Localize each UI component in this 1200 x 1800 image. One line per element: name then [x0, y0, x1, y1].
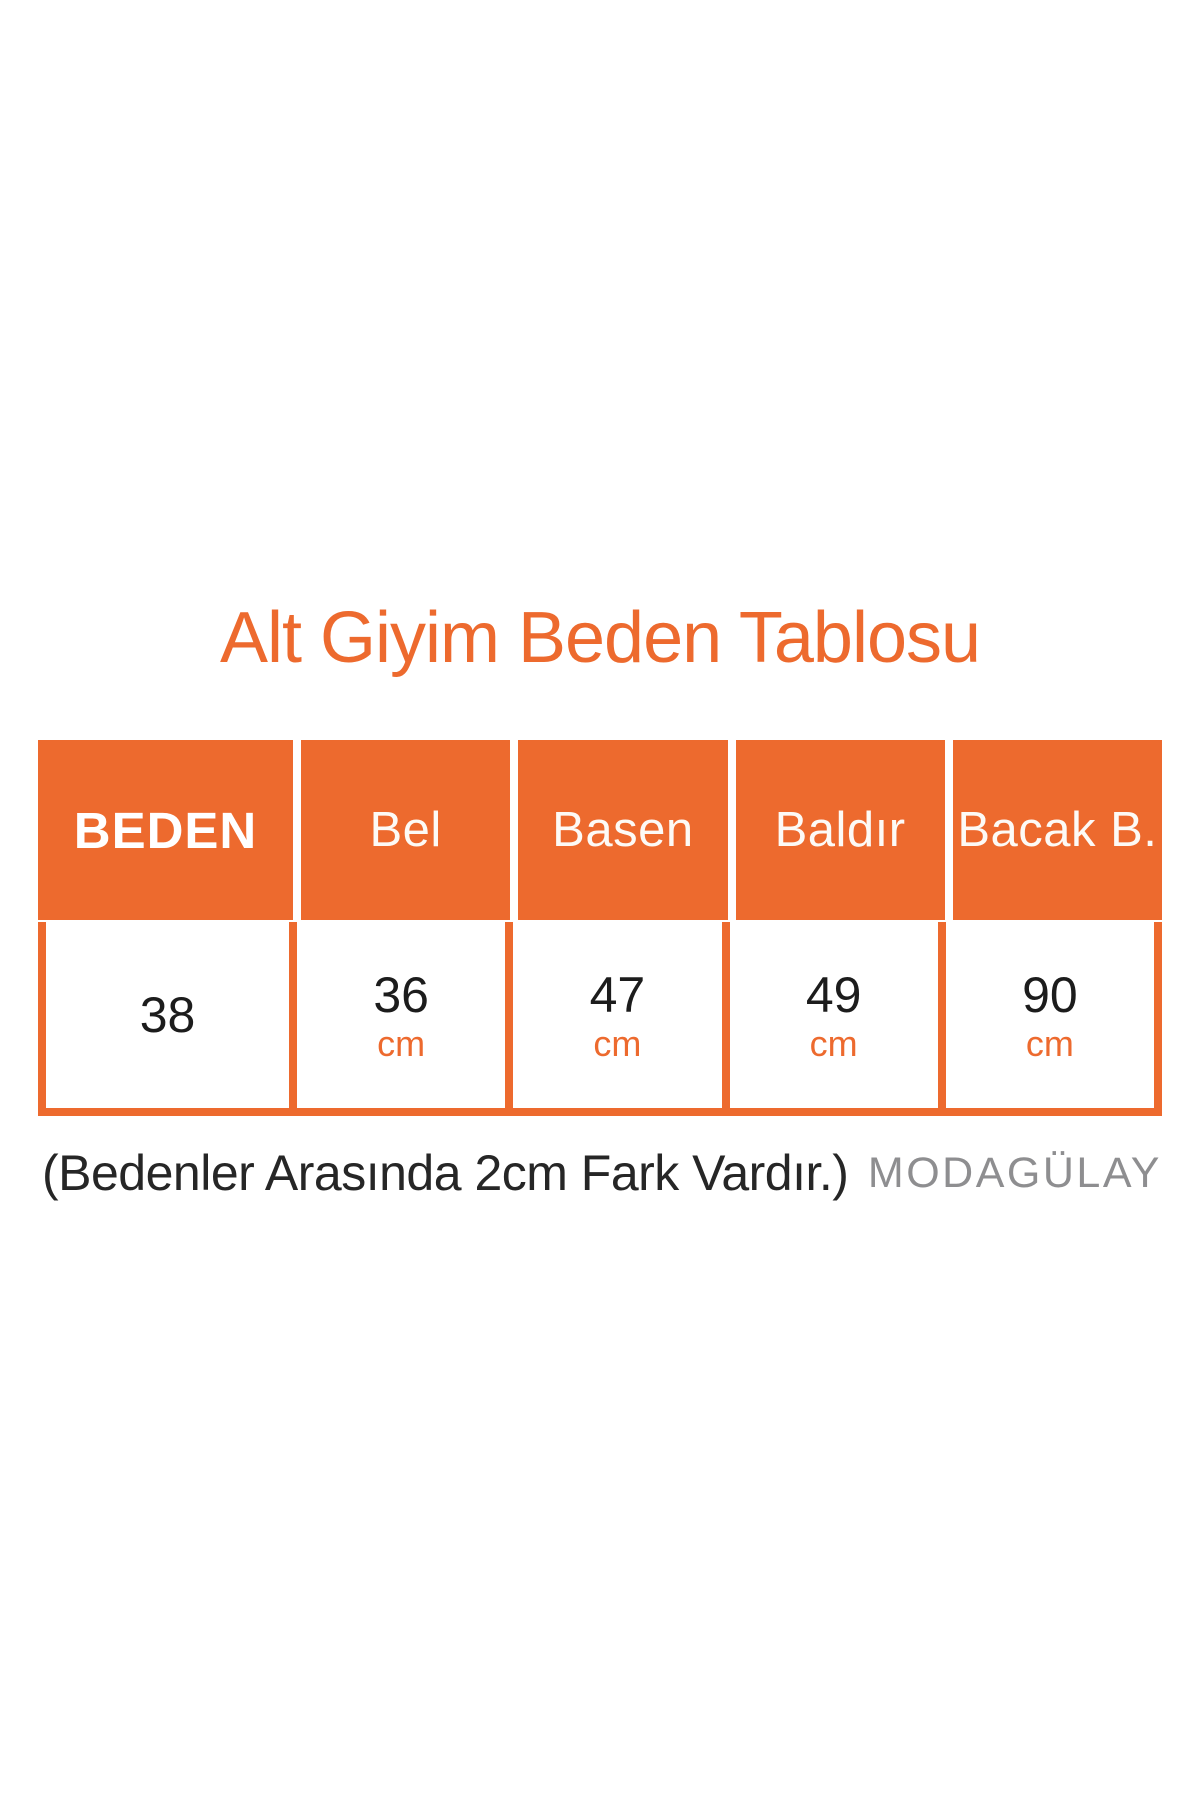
- brand-logo: MODAGÜLAY: [867, 1149, 1162, 1197]
- size-table: BEDEN Bel Basen Baldır Bacak B. 38 36 cm…: [38, 740, 1162, 1116]
- basen-value: 47: [589, 966, 646, 1023]
- data-cell-bel: 36 cm: [297, 922, 514, 1108]
- header-cell-basen: Basen: [518, 740, 728, 920]
- bel-unit: cm: [377, 1022, 426, 1064]
- bacak-b-unit: cm: [1025, 1022, 1074, 1064]
- beden-value: 38: [139, 987, 196, 1043]
- size-table-data-row: 38 36 cm 47 cm 49 cm 90 cm: [38, 922, 1162, 1116]
- bacak-b-value: 90: [1022, 966, 1078, 1023]
- bel-value: 36: [373, 966, 429, 1023]
- baldir-value: 49: [805, 966, 862, 1023]
- header-cell-baldir: Baldır: [735, 740, 945, 920]
- basen-unit: cm: [593, 1022, 642, 1064]
- size-table-header-row: BEDEN Bel Basen Baldır Bacak B.: [38, 740, 1162, 920]
- header-cell-bel: Bel: [301, 740, 511, 920]
- data-cell-basen: 47 cm: [513, 922, 730, 1108]
- data-cell-baldir: 49 cm: [730, 922, 946, 1108]
- data-cell-bacak-b: 90 cm: [946, 922, 1154, 1108]
- data-cell-beden: 38: [46, 922, 297, 1108]
- page-title: Alt Giyim Beden Tablosu: [219, 598, 981, 678]
- size-difference-note: (Bedenler Arasında 2cm Fark Vardır.): [42, 1145, 849, 1201]
- header-cell-beden: BEDEN: [38, 740, 293, 920]
- baldir-unit: cm: [809, 1022, 858, 1064]
- header-cell-bacak-b: Bacak B.: [952, 740, 1162, 920]
